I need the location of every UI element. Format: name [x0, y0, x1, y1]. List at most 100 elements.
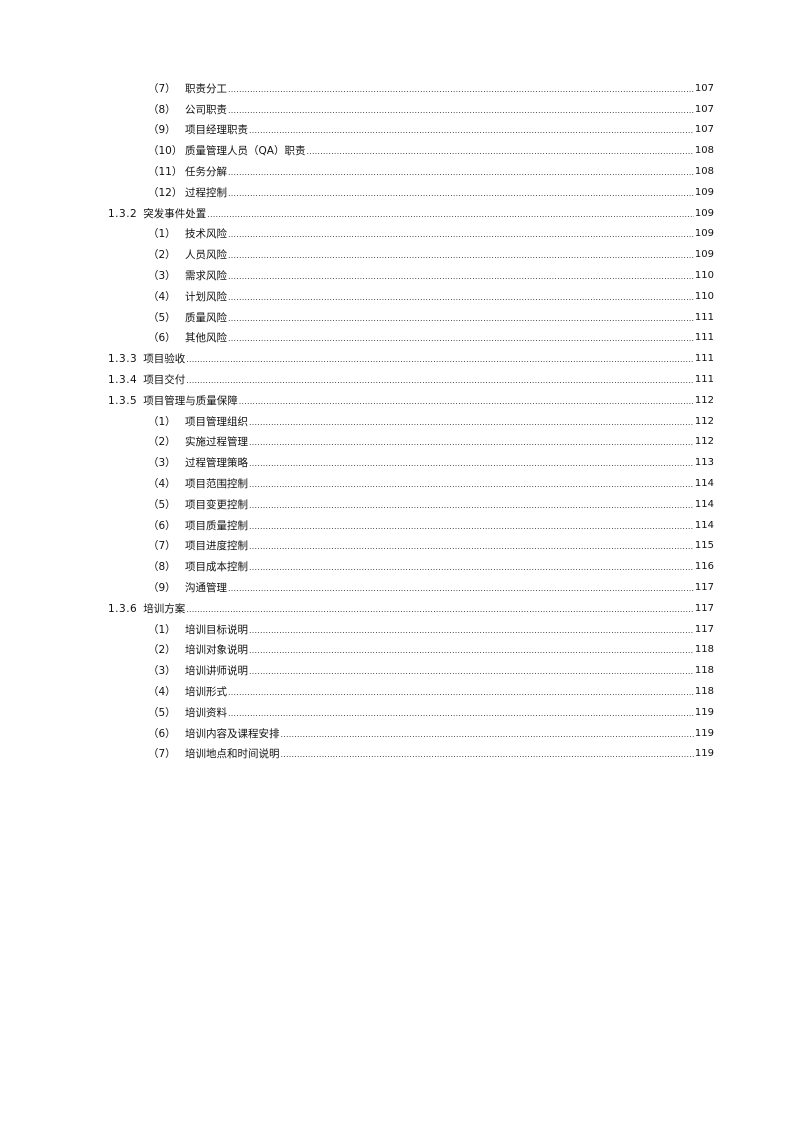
toc-entry-title: 过程管理策略 [185, 457, 248, 470]
toc-entry-page: 109 [694, 249, 714, 261]
toc-entry[interactable]: （2） 培训对象说明 118 [108, 639, 714, 660]
toc-entry-number: （6） [148, 332, 176, 345]
toc-entry-number: （4） [148, 477, 176, 490]
toc-entry-page: 110 [694, 269, 714, 281]
dot-leader [249, 121, 694, 139]
toc-entry-number: （9） [148, 581, 176, 594]
toc-entry-number: （3） [148, 457, 176, 470]
toc-entry-page: 111 [694, 332, 714, 344]
dot-leader [249, 496, 694, 514]
toc-entry-number: （12） [148, 186, 183, 199]
dot-leader [228, 246, 694, 264]
toc-entry[interactable]: （4） 计划风险 110 [108, 285, 714, 306]
toc-entry-title: 培训形式 [185, 685, 227, 698]
toc-entry-title: 项目变更控制 [185, 498, 248, 511]
toc-entry[interactable]: （9） 沟通管理 117 [108, 576, 714, 597]
toc-entry[interactable]: （6） 项目质量控制 114 [108, 514, 714, 535]
toc-entry-title: 突发事件处置 [143, 207, 207, 220]
toc-entry[interactable]: 1.3.4 项目交付 111 [108, 368, 714, 389]
toc-entry-number: （2） [148, 436, 176, 449]
toc-entry[interactable]: （11）任务分解 108 [108, 160, 714, 181]
toc-entry[interactable]: （1） 项目管理组织 112 [108, 410, 714, 431]
dot-leader [249, 433, 694, 451]
toc-entry-page: 118 [694, 665, 714, 677]
toc-entry[interactable]: （8） 项目成本控制 116 [108, 555, 714, 576]
toc-entry-number: （1） [148, 415, 176, 428]
dot-leader [281, 725, 694, 743]
table-of-contents: （7） 职责分工 107 （8） 公司职责 107 （9） 项目经理职责 107 （10）质量管理… [108, 77, 714, 763]
toc-entry-title: 职责分工 [185, 82, 227, 95]
toc-entry[interactable]: （4） 培训形式 118 [108, 680, 714, 701]
toc-entry-page: 109 [694, 228, 714, 240]
toc-entry-number: （3） [148, 269, 176, 282]
toc-entry-page: 113 [694, 457, 714, 469]
toc-entry[interactable]: （8） 公司职责 107 [108, 98, 714, 119]
toc-entry-page: 116 [694, 561, 714, 573]
toc-entry-title: 项目验收 [143, 353, 186, 366]
toc-entry-title: 培训讲师说明 [185, 665, 248, 678]
toc-entry-title: 项目交付 [143, 373, 186, 386]
toc-entry[interactable]: 1.3.2 突发事件处置 109 [108, 202, 714, 223]
toc-entry-title: 培训方案 [143, 602, 186, 615]
toc-entry[interactable]: （9） 项目经理职责 107 [108, 119, 714, 140]
toc-entry-number: 1.3.2 [108, 207, 138, 220]
toc-entry-title: 需求风险 [185, 269, 227, 282]
toc-entry-number: （11） [148, 165, 183, 178]
toc-entry[interactable]: （4） 项目范围控制 114 [108, 472, 714, 493]
toc-entry[interactable]: （7） 项目进度控制 115 [108, 535, 714, 556]
dot-leader [249, 454, 694, 472]
toc-entry-page: 108 [694, 145, 714, 157]
toc-entry-number: （6） [148, 519, 176, 532]
toc-entry[interactable]: （6） 培训内容及课程安排 119 [108, 722, 714, 743]
toc-entry-page: 107 [694, 103, 714, 115]
toc-entry-page: 108 [694, 165, 714, 177]
dot-leader [228, 329, 694, 347]
toc-entry[interactable]: 1.3.6 培训方案 117 [108, 597, 714, 618]
toc-entry-page: 115 [694, 540, 714, 552]
toc-entry-number: （4） [148, 685, 176, 698]
toc-entry-title: 其他风险 [185, 332, 227, 345]
toc-entry[interactable]: （1） 技术风险 109 [108, 223, 714, 244]
toc-entry-page: 114 [694, 498, 714, 510]
toc-entry[interactable]: （2） 人员风险 109 [108, 243, 714, 264]
toc-entry-title: 质量管理人员（QA）职责 [185, 145, 306, 158]
toc-entry[interactable]: （5） 培训资料 119 [108, 701, 714, 722]
dot-leader [186, 371, 694, 389]
toc-entry-title: 过程控制 [185, 186, 227, 199]
toc-entry-page: 118 [694, 685, 714, 697]
dot-leader [228, 288, 694, 306]
toc-entry[interactable]: （1） 培训目标说明 117 [108, 618, 714, 639]
toc-entry[interactable]: 1.3.3 项目验收 111 [108, 347, 714, 368]
toc-entry-page: 111 [694, 373, 714, 385]
toc-entry-title: 培训地点和时间说明 [185, 748, 280, 761]
dot-leader [186, 350, 694, 368]
toc-entry-page: 107 [694, 124, 714, 136]
toc-entry[interactable]: 1.3.5 项目管理与质量保障 112 [108, 389, 714, 410]
toc-entry[interactable]: （5） 项目变更控制 114 [108, 493, 714, 514]
dot-leader [228, 683, 694, 701]
toc-entry[interactable]: （12）过程控制 109 [108, 181, 714, 202]
toc-entry[interactable]: （7） 培训地点和时间说明 119 [108, 743, 714, 764]
toc-entry-number: （2） [148, 644, 176, 657]
toc-entry[interactable]: （5） 质量风险 111 [108, 306, 714, 327]
toc-entry-number: （9） [148, 124, 176, 137]
toc-entry-title: 项目管理与质量保障 [143, 394, 238, 407]
toc-entry[interactable]: （6） 其他风险 111 [108, 327, 714, 348]
toc-entry[interactable]: （3） 需求风险 110 [108, 264, 714, 285]
toc-entry[interactable]: （3） 过程管理策略 113 [108, 451, 714, 472]
toc-entry-number: （7） [148, 540, 176, 553]
toc-entry[interactable]: （2） 实施过程管理 112 [108, 431, 714, 452]
toc-entry[interactable]: （7） 职责分工 107 [108, 77, 714, 98]
toc-entry-title: 公司职责 [185, 103, 227, 116]
toc-entry-number: （8） [148, 561, 176, 574]
toc-entry-title: 项目成本控制 [185, 561, 248, 574]
toc-entry-title: 项目管理组织 [185, 415, 248, 428]
toc-entry-title: 计划风险 [185, 290, 227, 303]
toc-entry-title: 人员风险 [185, 249, 227, 262]
dot-leader [186, 600, 694, 618]
toc-entry-number: （2） [148, 249, 176, 262]
toc-entry[interactable]: （10）质量管理人员（QA）职责 108 [108, 139, 714, 160]
toc-entry-page: 112 [694, 436, 714, 448]
toc-entry[interactable]: （3） 培训讲师说明 118 [108, 659, 714, 680]
toc-entry-page: 109 [694, 207, 714, 219]
